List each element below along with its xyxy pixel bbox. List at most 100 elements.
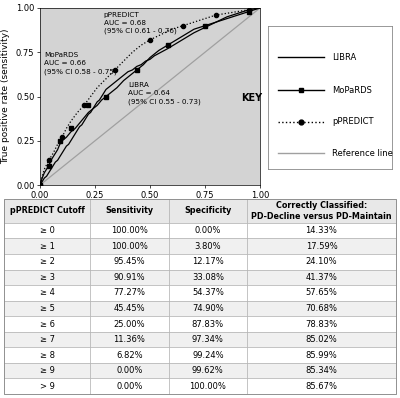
Text: 14.33%: 14.33% — [306, 226, 338, 235]
Text: ≥ 2: ≥ 2 — [40, 257, 54, 266]
Text: 97.34%: 97.34% — [192, 335, 224, 344]
Text: LIBRA
AUC = 0.64
(95% CI 0.55 - 0.73): LIBRA AUC = 0.64 (95% CI 0.55 - 0.73) — [128, 82, 201, 105]
Y-axis label: True positive rate (sensitivity): True positive rate (sensitivity) — [1, 29, 10, 164]
Bar — [4, 316, 90, 332]
Text: Reference line: Reference line — [332, 149, 393, 158]
Bar — [90, 269, 169, 285]
Bar — [247, 238, 396, 254]
Bar — [90, 332, 169, 347]
Text: 6.82%: 6.82% — [116, 351, 143, 360]
Bar — [4, 363, 90, 378]
Bar — [169, 285, 247, 300]
Bar — [4, 269, 90, 285]
Text: 57.65%: 57.65% — [306, 289, 338, 297]
Text: 100.00%: 100.00% — [190, 382, 226, 391]
Bar — [169, 378, 247, 394]
Text: ≥ 4: ≥ 4 — [40, 289, 54, 297]
Text: 45.45%: 45.45% — [114, 304, 145, 313]
Bar — [169, 238, 247, 254]
Bar — [169, 223, 247, 238]
Bar — [169, 347, 247, 363]
Text: 25.00%: 25.00% — [114, 320, 145, 328]
Text: ≥ 9: ≥ 9 — [40, 366, 54, 375]
Bar — [247, 316, 396, 332]
Text: 24.10%: 24.10% — [306, 257, 337, 266]
Text: 77.27%: 77.27% — [114, 289, 146, 297]
Bar — [247, 223, 396, 238]
Text: Specificity: Specificity — [184, 207, 232, 215]
Text: > 9: > 9 — [40, 382, 54, 391]
Text: 78.83%: 78.83% — [306, 320, 338, 328]
Text: KEY: KEY — [241, 92, 262, 103]
Text: ≥ 8: ≥ 8 — [40, 351, 55, 360]
Text: 99.24%: 99.24% — [192, 351, 224, 360]
Text: 90.91%: 90.91% — [114, 273, 145, 282]
Text: ≥ 6: ≥ 6 — [40, 320, 55, 328]
Bar — [4, 300, 90, 316]
Bar — [90, 378, 169, 394]
Bar — [169, 332, 247, 347]
Text: MoPaRDS
AUC = 0.66
(95% CI 0.58 - 0.75): MoPaRDS AUC = 0.66 (95% CI 0.58 - 0.75) — [44, 52, 117, 75]
Text: pPREDICT
AUC = 0.68
(95% CI 0.61 - 0.76): pPREDICT AUC = 0.68 (95% CI 0.61 - 0.76) — [104, 12, 176, 34]
Text: 100.00%: 100.00% — [111, 226, 148, 235]
Bar — [247, 269, 396, 285]
Bar — [169, 269, 247, 285]
Text: 17.59%: 17.59% — [306, 242, 337, 251]
Bar — [90, 347, 169, 363]
Text: 70.68%: 70.68% — [306, 304, 338, 313]
Bar — [4, 223, 90, 238]
Bar — [247, 300, 396, 316]
X-axis label: False positive rate (1 - specificity): False positive rate (1 - specificity) — [73, 205, 227, 214]
Text: 74.90%: 74.90% — [192, 304, 224, 313]
Bar — [90, 363, 169, 378]
Text: pPREDICT Cutoff: pPREDICT Cutoff — [10, 207, 84, 215]
Bar — [90, 238, 169, 254]
Text: ≥ 1: ≥ 1 — [40, 242, 54, 251]
Bar — [4, 332, 90, 347]
Bar — [90, 254, 169, 269]
Bar — [90, 223, 169, 238]
Text: 95.45%: 95.45% — [114, 257, 145, 266]
Text: ≥ 3: ≥ 3 — [40, 273, 55, 282]
Bar — [247, 285, 396, 300]
Bar — [247, 363, 396, 378]
Text: Sensitivity: Sensitivity — [105, 207, 154, 215]
Bar — [247, 378, 396, 394]
Text: pPREDICT: pPREDICT — [332, 117, 374, 127]
Bar — [4, 254, 90, 269]
Text: 0.00%: 0.00% — [116, 366, 143, 375]
Text: 41.37%: 41.37% — [306, 273, 338, 282]
Bar — [247, 347, 396, 363]
Bar — [169, 363, 247, 378]
Text: 85.67%: 85.67% — [306, 382, 338, 391]
Bar — [90, 300, 169, 316]
Bar — [169, 316, 247, 332]
Bar — [247, 332, 396, 347]
Text: 87.83%: 87.83% — [192, 320, 224, 328]
Bar — [169, 300, 247, 316]
Text: ≥ 0: ≥ 0 — [40, 226, 54, 235]
Bar — [90, 285, 169, 300]
Text: MoPaRDS: MoPaRDS — [332, 86, 372, 95]
Text: 0.00%: 0.00% — [116, 382, 143, 391]
Text: 0.00%: 0.00% — [195, 226, 221, 235]
Bar — [247, 199, 396, 223]
Text: 11.36%: 11.36% — [114, 335, 145, 344]
Bar — [247, 254, 396, 269]
Bar — [169, 254, 247, 269]
Text: 3.80%: 3.80% — [194, 242, 221, 251]
Text: ≥ 7: ≥ 7 — [40, 335, 55, 344]
Bar — [90, 199, 169, 223]
Bar — [4, 347, 90, 363]
Text: 54.37%: 54.37% — [192, 289, 224, 297]
Text: LIBRA: LIBRA — [332, 53, 357, 62]
Bar — [169, 199, 247, 223]
Text: 12.17%: 12.17% — [192, 257, 224, 266]
Text: ≥ 5: ≥ 5 — [40, 304, 54, 313]
Text: 85.99%: 85.99% — [306, 351, 337, 360]
Bar — [4, 378, 90, 394]
Text: 85.34%: 85.34% — [306, 366, 338, 375]
Text: 99.62%: 99.62% — [192, 366, 224, 375]
Bar — [4, 238, 90, 254]
Bar — [4, 199, 90, 223]
